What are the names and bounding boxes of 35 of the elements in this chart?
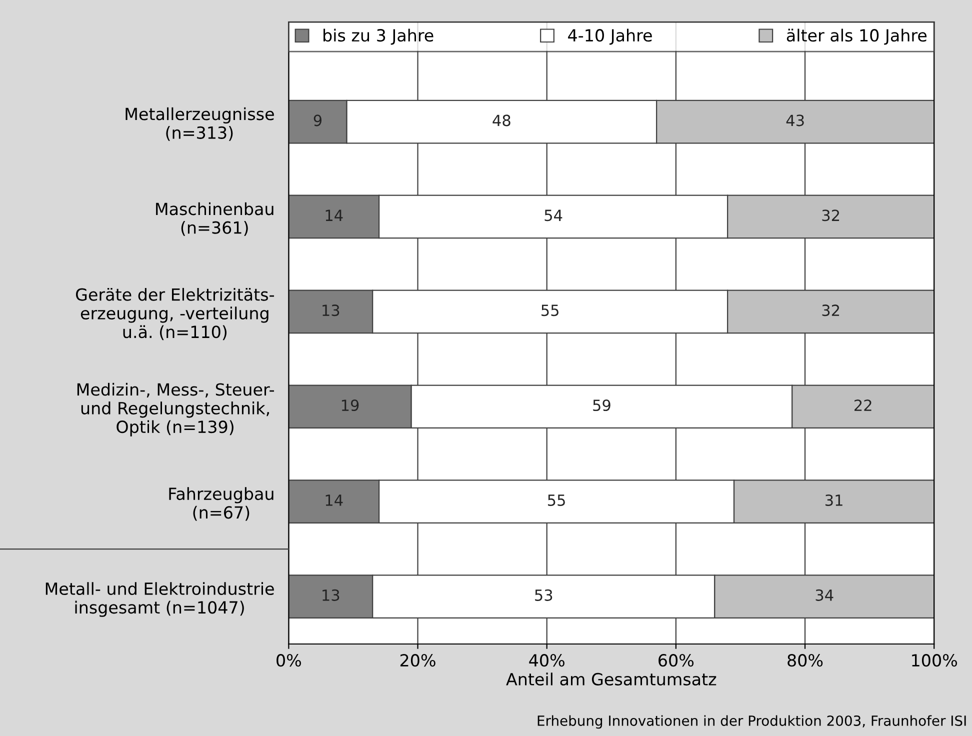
y-tick-label: Metall- und Elektroindustrie insgesamt (n=1047) [46,582,274,617]
x-tick-label: 60% [658,654,694,667]
text: Erhebung Innovationen in der Produktion 2003, Fraunhofer ISI [538,715,966,729]
data-label: 32 [822,304,840,316]
data-label: 55 [548,494,565,506]
y-tick-label: Geräte der Elektrizitäts- erzeugung, -verteilung u.ä. (n=110) [76,288,274,340]
data-label: 54 [544,210,562,222]
y-tick-label: Fahrzeugbau (n=67) [169,487,274,521]
x-tick-label: 100% [912,654,957,667]
legend-label: älter als 10 Jahre [786,28,927,45]
legend-label: bis zu 3 Jahre [324,28,434,45]
x-tick-label: 80% [788,654,823,667]
data-label: 55 [542,304,558,316]
y-tick-label: Medizin-, Mess-, Steuer- und Regelungstechnik, Optik (n=139) [77,382,274,436]
data-label: 13 [322,589,340,601]
data-label: 31 [826,494,842,506]
data-label: 9 [314,114,322,126]
y-tick-label: Maschinenbau (n=361) [156,202,274,236]
data-label: 19 [342,400,359,412]
data-label: 59 [593,400,610,412]
data-label: 13 [322,304,340,316]
data-label: 43 [786,114,804,126]
data-label: 53 [535,589,552,601]
x-tick-label: 20% [400,654,436,667]
data-label: 34 [816,589,834,601]
x-axis-title: Anteil am Gesamtumsatz [506,672,716,686]
legend-label: 4-10 Jahre [568,28,652,45]
x-tick-label: 0% [276,654,301,667]
data-label: 48 [492,114,510,126]
data-label: 32 [822,210,840,222]
x-tick-label: 40% [529,654,564,667]
data-label: 14 [326,210,343,221]
data-label: 14 [326,494,343,506]
y-tick-label: Metallerzeugnisse (n=313) [126,107,274,141]
data-label: 22 [854,400,872,411]
